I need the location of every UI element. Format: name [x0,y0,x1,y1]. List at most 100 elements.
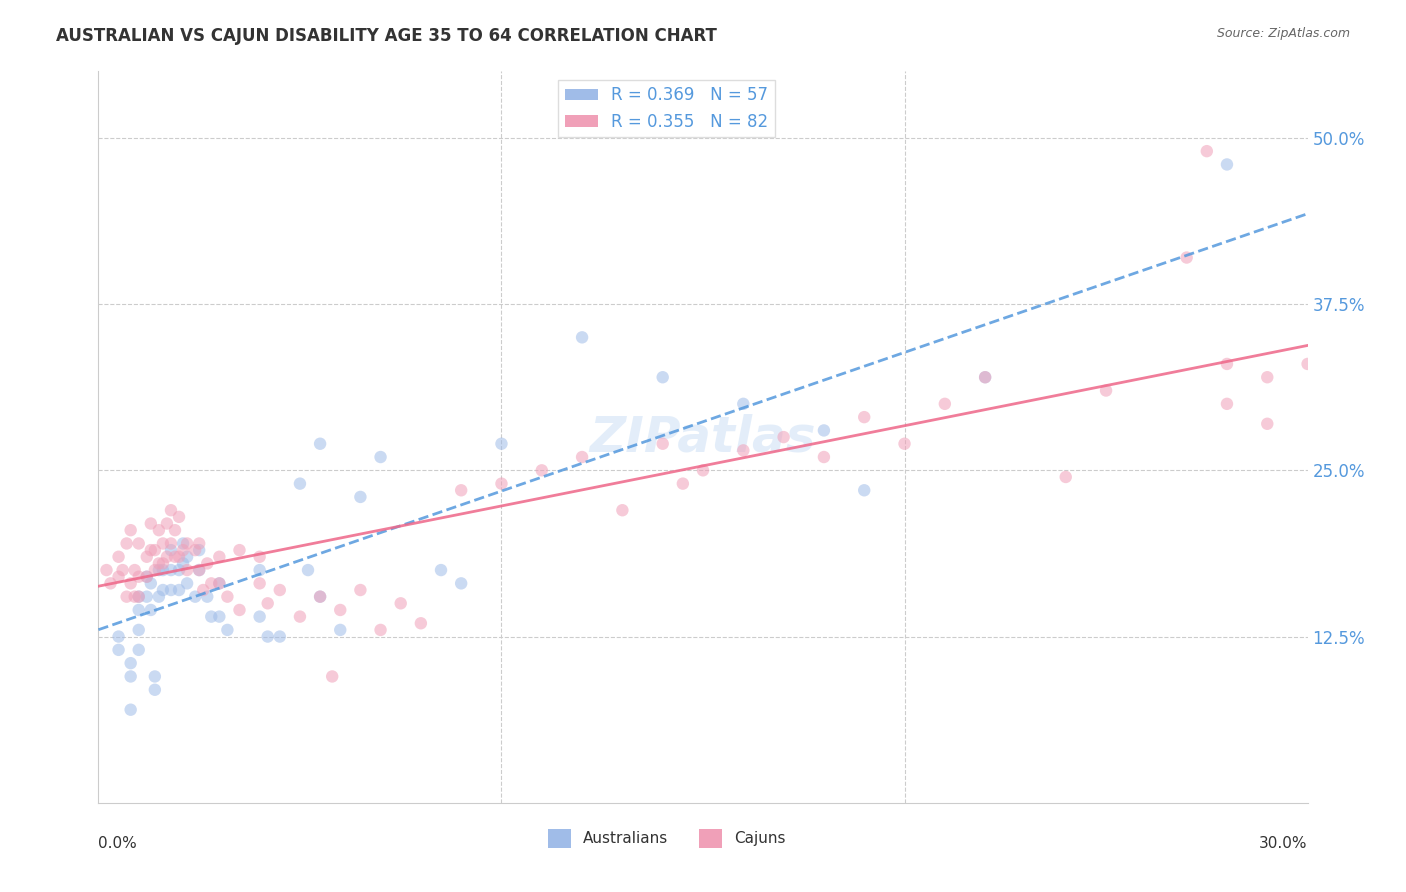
Point [115,536,138,550]
Point [139,543,162,558]
Point [249,563,271,577]
Point [208,576,231,591]
Point [128,590,150,604]
Point [1296,357,1319,371]
Point [111,563,134,577]
Point [491,436,513,450]
Text: 0.0%: 0.0% [98,836,138,851]
Point [329,603,352,617]
Point [309,590,332,604]
Point [135,590,157,604]
Point [1216,357,1239,371]
Point [148,590,170,604]
Point [188,543,211,558]
Point [124,563,146,577]
Point [107,549,129,564]
Point [176,536,198,550]
Point [184,590,207,604]
Point [148,523,170,537]
Point [228,543,250,558]
Point [188,563,211,577]
Point [120,576,142,591]
Point [163,549,186,564]
Point [200,609,222,624]
Point [249,576,271,591]
Point [195,590,218,604]
Point [128,570,150,584]
Text: 30.0%: 30.0% [1260,836,1308,851]
Point [269,630,291,644]
Point [160,563,183,577]
Point [176,576,198,591]
Point [148,557,170,571]
Point [297,563,319,577]
Point [167,549,190,564]
Point [853,483,876,498]
Point [256,630,278,644]
Point [143,682,166,697]
Point [208,609,231,624]
Point [853,410,876,425]
Point [813,450,835,464]
Point [167,582,190,597]
Point [269,582,291,597]
Point [156,516,179,531]
Point [1216,397,1239,411]
Point [128,536,150,550]
Point [200,576,222,591]
Point [152,582,174,597]
Point [974,370,997,384]
Point [124,590,146,604]
Point [143,543,166,558]
Point [139,603,162,617]
Point [143,669,166,683]
Point [172,557,194,571]
Legend: Australians, Cajuns: Australians, Cajuns [541,822,792,854]
Point [195,557,218,571]
Point [139,516,162,531]
Point [176,549,198,564]
Point [249,609,271,624]
Point [152,536,174,550]
Point [160,536,183,550]
Point [135,570,157,584]
Point [135,549,157,564]
Point [167,509,190,524]
Point [188,536,211,550]
Point [96,563,118,577]
Point [107,630,129,644]
Point [128,643,150,657]
Point [128,590,150,604]
Point [571,330,593,344]
Point [148,563,170,577]
Point [160,543,183,558]
Point [733,443,755,458]
Point [152,563,174,577]
Point [733,397,755,411]
Point [450,483,472,498]
Point [530,463,553,477]
Point [309,590,332,604]
Point [156,549,179,564]
Point [135,570,157,584]
Point [107,643,129,657]
Point [120,703,142,717]
Point [893,436,915,450]
Point [974,370,997,384]
Point [651,436,673,450]
Point [934,397,956,411]
Point [1175,251,1198,265]
Point [321,669,343,683]
Point [172,536,194,550]
Point [100,576,122,591]
Point [288,476,311,491]
Point [1256,417,1278,431]
Point [193,582,215,597]
Point [249,549,271,564]
Point [389,596,412,610]
Point [188,563,211,577]
Point [160,503,183,517]
Point [120,523,142,537]
Point [430,563,453,577]
Point [228,603,250,617]
